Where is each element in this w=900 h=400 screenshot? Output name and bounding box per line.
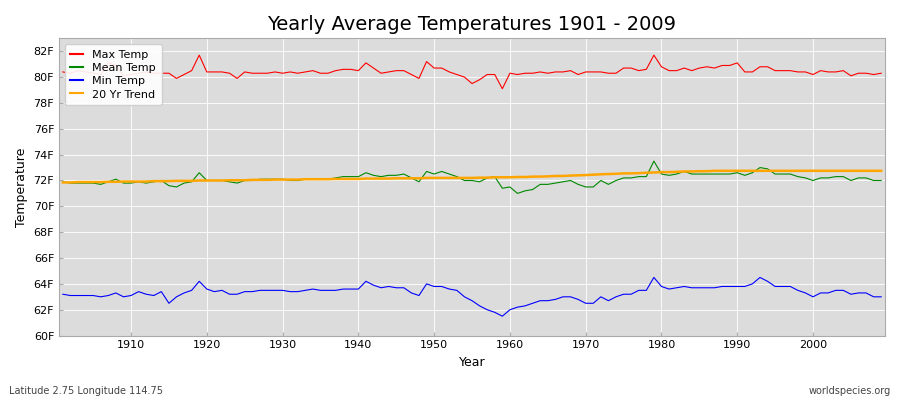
Title: Yearly Average Temperatures 1901 - 2009: Yearly Average Temperatures 1901 - 2009	[267, 15, 677, 34]
Text: worldspecies.org: worldspecies.org	[809, 386, 891, 396]
Y-axis label: Temperature: Temperature	[15, 147, 28, 227]
Legend: Max Temp, Mean Temp, Min Temp, 20 Yr Trend: Max Temp, Mean Temp, Min Temp, 20 Yr Tre…	[65, 44, 162, 105]
X-axis label: Year: Year	[459, 356, 485, 369]
Text: Latitude 2.75 Longitude 114.75: Latitude 2.75 Longitude 114.75	[9, 386, 163, 396]
